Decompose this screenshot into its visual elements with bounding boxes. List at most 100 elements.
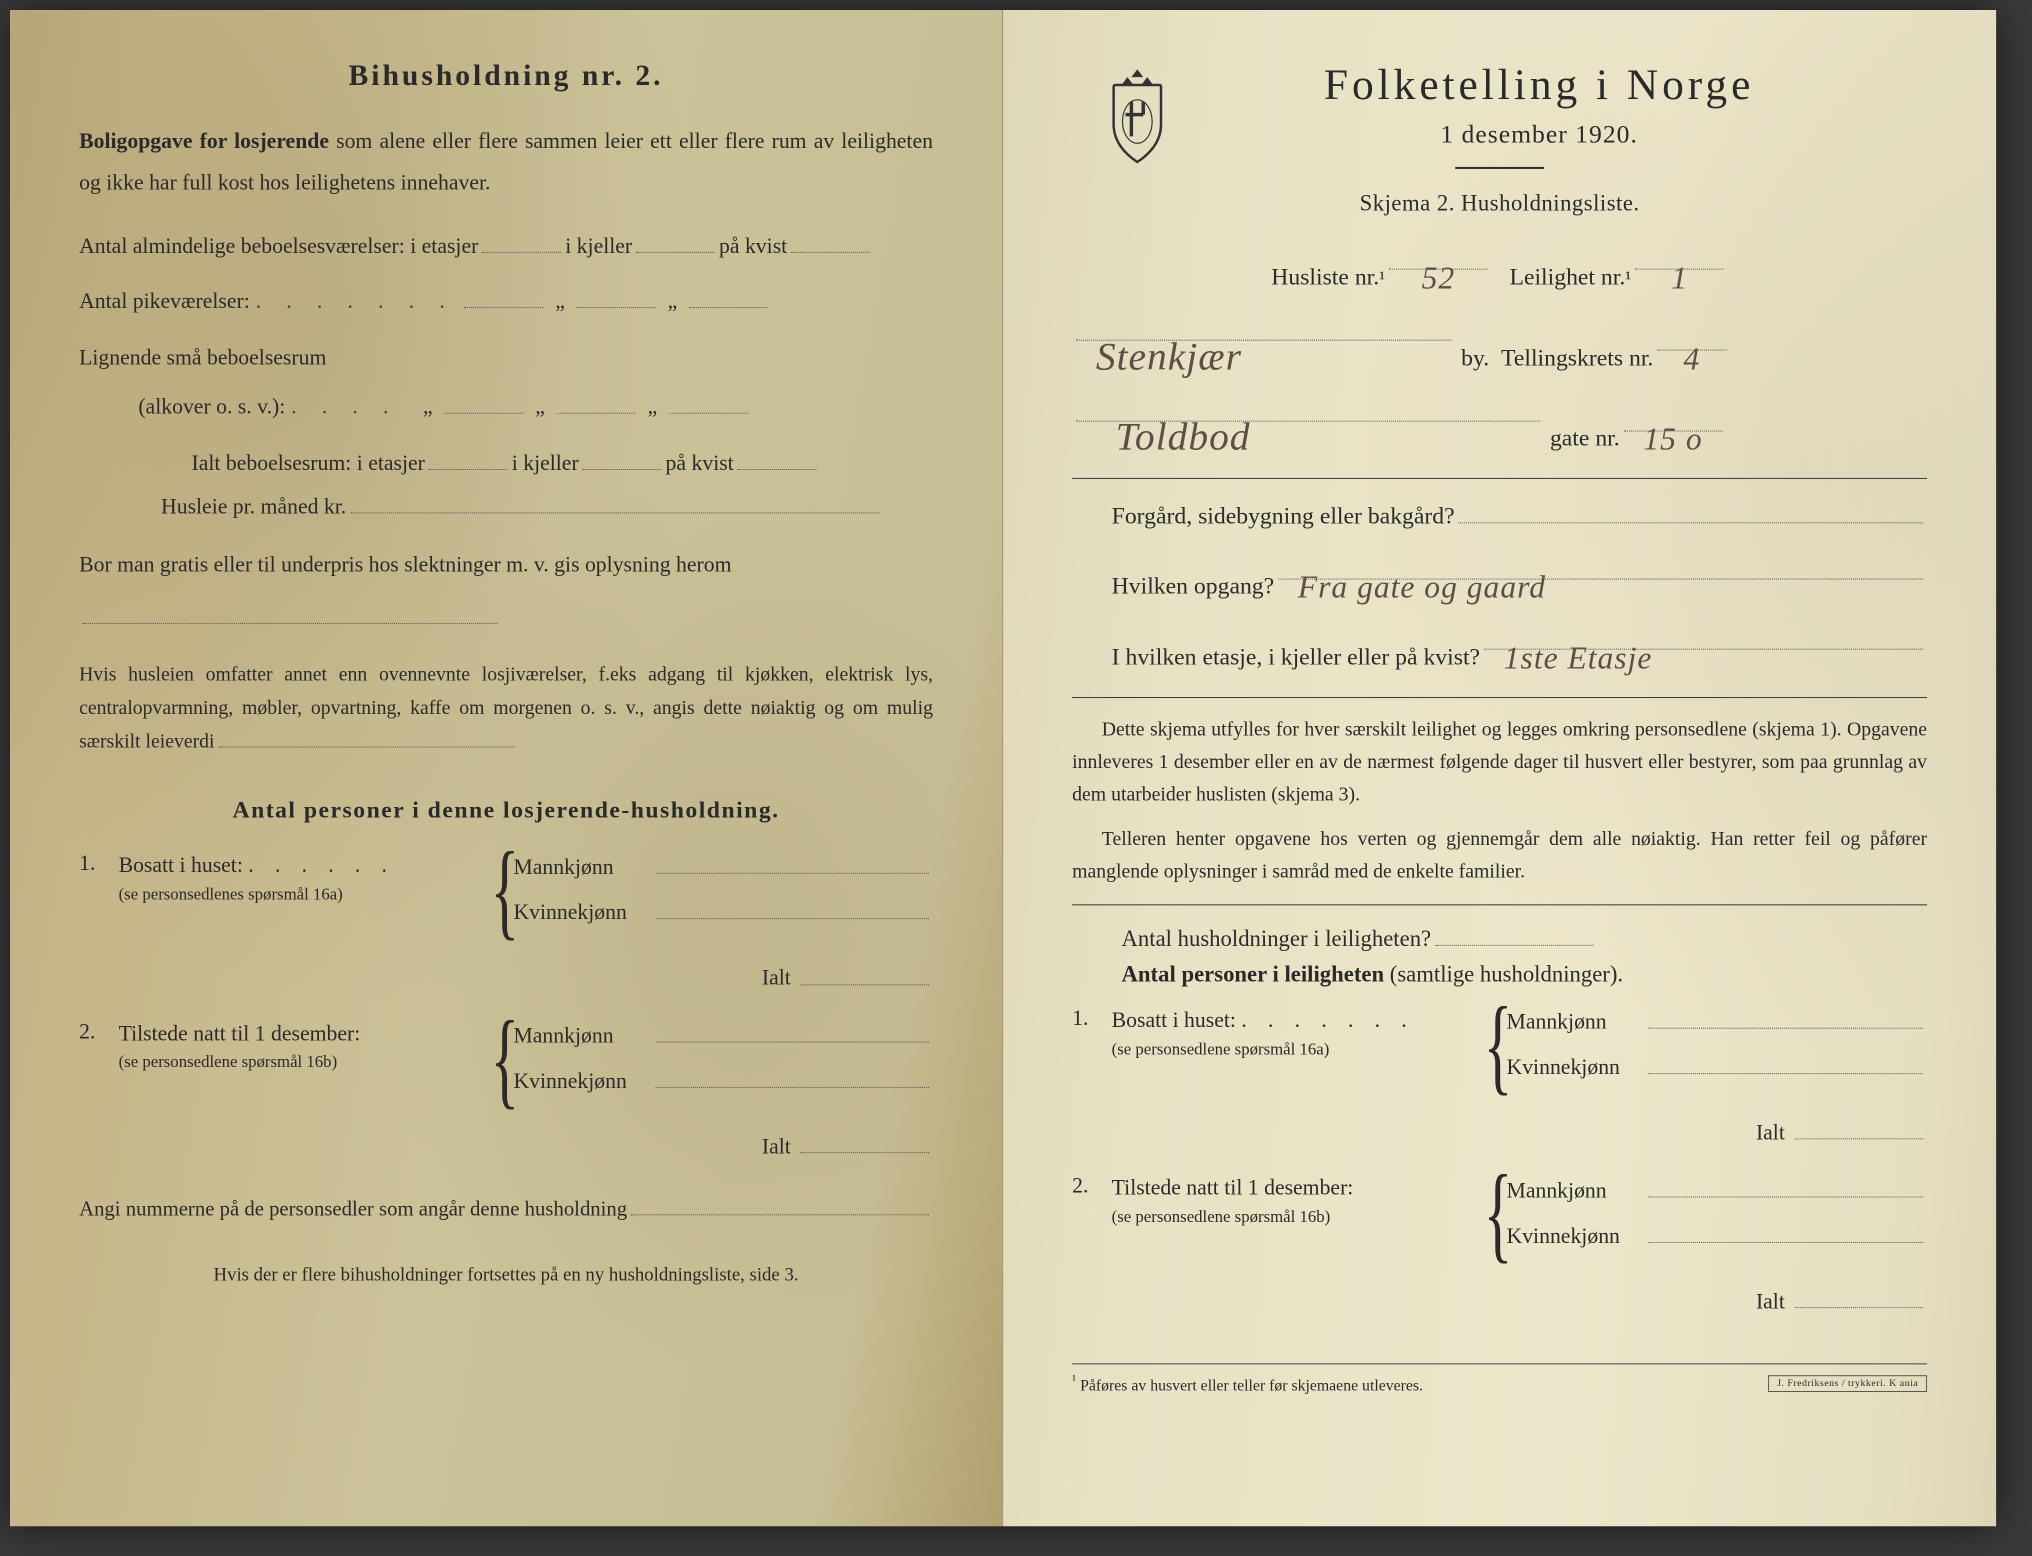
tellingskrets-label: Tellingskrets nr.: [1501, 336, 1653, 381]
angi-text: Angi nummerne på de personsedler som ang…: [79, 1197, 627, 1222]
schema-line: Skjema 2. Husholdningsliste.: [1072, 191, 1927, 217]
gate-nr-value: 15 o: [1624, 405, 1723, 431]
pike-label: Antal pikeværelser:: [79, 277, 250, 327]
blank: [577, 284, 656, 308]
blank: [583, 446, 662, 470]
row-label: Bosatt i huset: . . . . . . . (se person…: [1112, 1005, 1477, 1061]
mann-label: Mannkjønn: [513, 1023, 651, 1049]
ialt-label: Ialt: [762, 965, 791, 990]
husliste-label: Husliste nr.: [1271, 256, 1379, 301]
ditto: „: [640, 383, 665, 433]
loc-etasjer: i etasjer: [410, 221, 478, 271]
ialt-label: Ialt: [1756, 1288, 1785, 1313]
blank: [656, 896, 929, 920]
row-label: Tilstede natt til 1 desember: (se person…: [1112, 1173, 1477, 1229]
gate-label: gate nr.: [1550, 417, 1620, 462]
ditto: „: [660, 277, 685, 327]
husleie-label: Husleie pr. måned kr.: [161, 494, 346, 520]
blank: [1649, 1005, 1923, 1029]
blank: [1649, 1050, 1923, 1074]
person-row-1: 1. Bosatt i huset: . . . . . . . (se per…: [1072, 1005, 1927, 1096]
p1-sub: (se personsedlenes spørsmål 16a): [119, 882, 484, 905]
lignende-label: Lignende små beboelsesrum: [79, 333, 326, 383]
tellingskrets-value: 4: [1657, 324, 1726, 350]
brace-icon: {: [490, 844, 506, 936]
brace-icon: {: [490, 1012, 506, 1104]
blank: [444, 390, 523, 414]
blank: [482, 229, 561, 253]
gender-column: Mannkjønn Kvinnekjønn: [1507, 1005, 1928, 1096]
blank: [801, 961, 929, 985]
subsection-title: Antal personer i denne losjerende-hushol…: [79, 798, 933, 825]
forgard-row: Forgård, sidebygning eller bakgård?: [1112, 494, 1927, 539]
loc-kjeller2: i kjeller: [512, 450, 579, 476]
ialt-label: Ialt: [1756, 1120, 1785, 1145]
right-page: Folketelling i Norge 1 desember 1920. Sk…: [1003, 10, 1996, 1526]
ditto: „: [527, 383, 552, 433]
left-title: Bihusholdning nr. 2.: [79, 59, 933, 93]
loc-etasjer2: i etasjer: [357, 450, 425, 476]
dots: . . . .: [291, 383, 398, 433]
line-ialt-beboelse: Ialt beboelsesrum: i etasjer i kjeller p…: [128, 446, 883, 476]
blank: [429, 446, 508, 470]
line-husleie: Husleie pr. måned kr.: [128, 490, 883, 520]
blank: [656, 1018, 929, 1042]
ialt-row: Ialt: [1072, 1284, 1927, 1314]
loc-kvist2: på kvist: [666, 450, 734, 476]
blank: [1649, 1173, 1923, 1197]
ialt-beboelse-label: Ialt beboelsesrum:: [191, 450, 351, 476]
kvinne-label: Kvinnekjønn: [513, 1068, 651, 1094]
row-label: Tilstede natt til 1 desember: (se person…: [119, 1018, 484, 1074]
almindelige-label: Antal almindelige beboelsesværelser:: [79, 221, 405, 271]
etasje-label: I hvilken etasje, i kjeller eller på kvi…: [1112, 636, 1480, 681]
p1-label: Bosatt i huset:: [1112, 1007, 1236, 1032]
forgard-label: Forgård, sidebygning eller bakgård?: [1112, 494, 1455, 539]
opgang-value: Fra gate og gaard: [1278, 553, 1923, 579]
footnote-row: ¹ Påføres av husvert eller teller før sk…: [1072, 1363, 1927, 1395]
blank: [656, 1064, 929, 1088]
blank: [791, 229, 870, 253]
blank: [1435, 921, 1593, 946]
brace-icon: {: [1484, 999, 1500, 1091]
blank: [464, 284, 543, 308]
loc-kvist: på kvist: [719, 221, 787, 271]
coat-of-arms-icon: [1102, 67, 1173, 166]
by-value: Stenkjær: [1076, 315, 1451, 341]
instructions-1: Dette skjema utfylles for hver særskilt …: [1072, 713, 1927, 811]
blank: [218, 726, 514, 748]
line-hvis: Hvis husleien omfatter annet enn ovennev…: [79, 658, 933, 759]
census-document: Bihusholdning nr. 2. Boligopgave for los…: [10, 10, 1996, 1526]
main-title: Folketelling i Norge: [1151, 59, 1927, 109]
p2-label: Tilstede natt til 1 desember:: [1112, 1175, 1354, 1200]
ditto: „: [547, 277, 572, 327]
brace-icon: {: [1484, 1167, 1500, 1259]
line-gratis: Bor man gratis eller til underpris hos s…: [79, 539, 933, 643]
divider: [1072, 904, 1927, 905]
ialt-label: Ialt: [762, 1133, 791, 1158]
p1-sub: (se personsedlene spørsmål 16a): [1112, 1037, 1477, 1060]
blank: [801, 1129, 929, 1153]
ditto: „: [415, 383, 440, 433]
kvinne-label: Kvinnekjønn: [1507, 1055, 1645, 1081]
blank: [350, 490, 880, 514]
intro-bold: Boligopgave for losjerende: [79, 128, 329, 153]
dots: . . . . . . .: [256, 277, 455, 327]
blank: [83, 600, 498, 624]
ialt-row: Ialt: [1072, 1116, 1927, 1146]
divider: [1072, 478, 1927, 479]
kvinne-label: Kvinnekjønn: [513, 900, 651, 926]
opgang-label: Hvilken opgang?: [1112, 565, 1275, 610]
person-row-2: 2. Tilstede natt til 1 desember: (se per…: [1072, 1173, 1927, 1264]
line-pike: Antal pikeværelser: . . . . . . . „ „: [79, 277, 933, 327]
loc-kjeller: i kjeller: [565, 221, 632, 271]
opgang-row: Hvilken opgang? Fra gate og gaard: [1112, 553, 1927, 610]
antal-hush-line: Antal husholdninger i leiligheten?: [1122, 921, 1908, 952]
husliste-row: Husliste nr.¹ 52 Leilighet nr.¹ 1: [1072, 244, 1927, 301]
blank: [738, 446, 817, 470]
blank: [631, 1193, 929, 1216]
by-label: by.: [1461, 336, 1489, 381]
footnote-text: ¹ Påføres av husvert eller teller før sk…: [1072, 1372, 1423, 1395]
p2-sub: (se personsedlene spørsmål 16b): [119, 1051, 484, 1074]
blank: [656, 850, 929, 874]
row-label: Bosatt i huset: . . . . . . (se personse…: [119, 850, 484, 906]
